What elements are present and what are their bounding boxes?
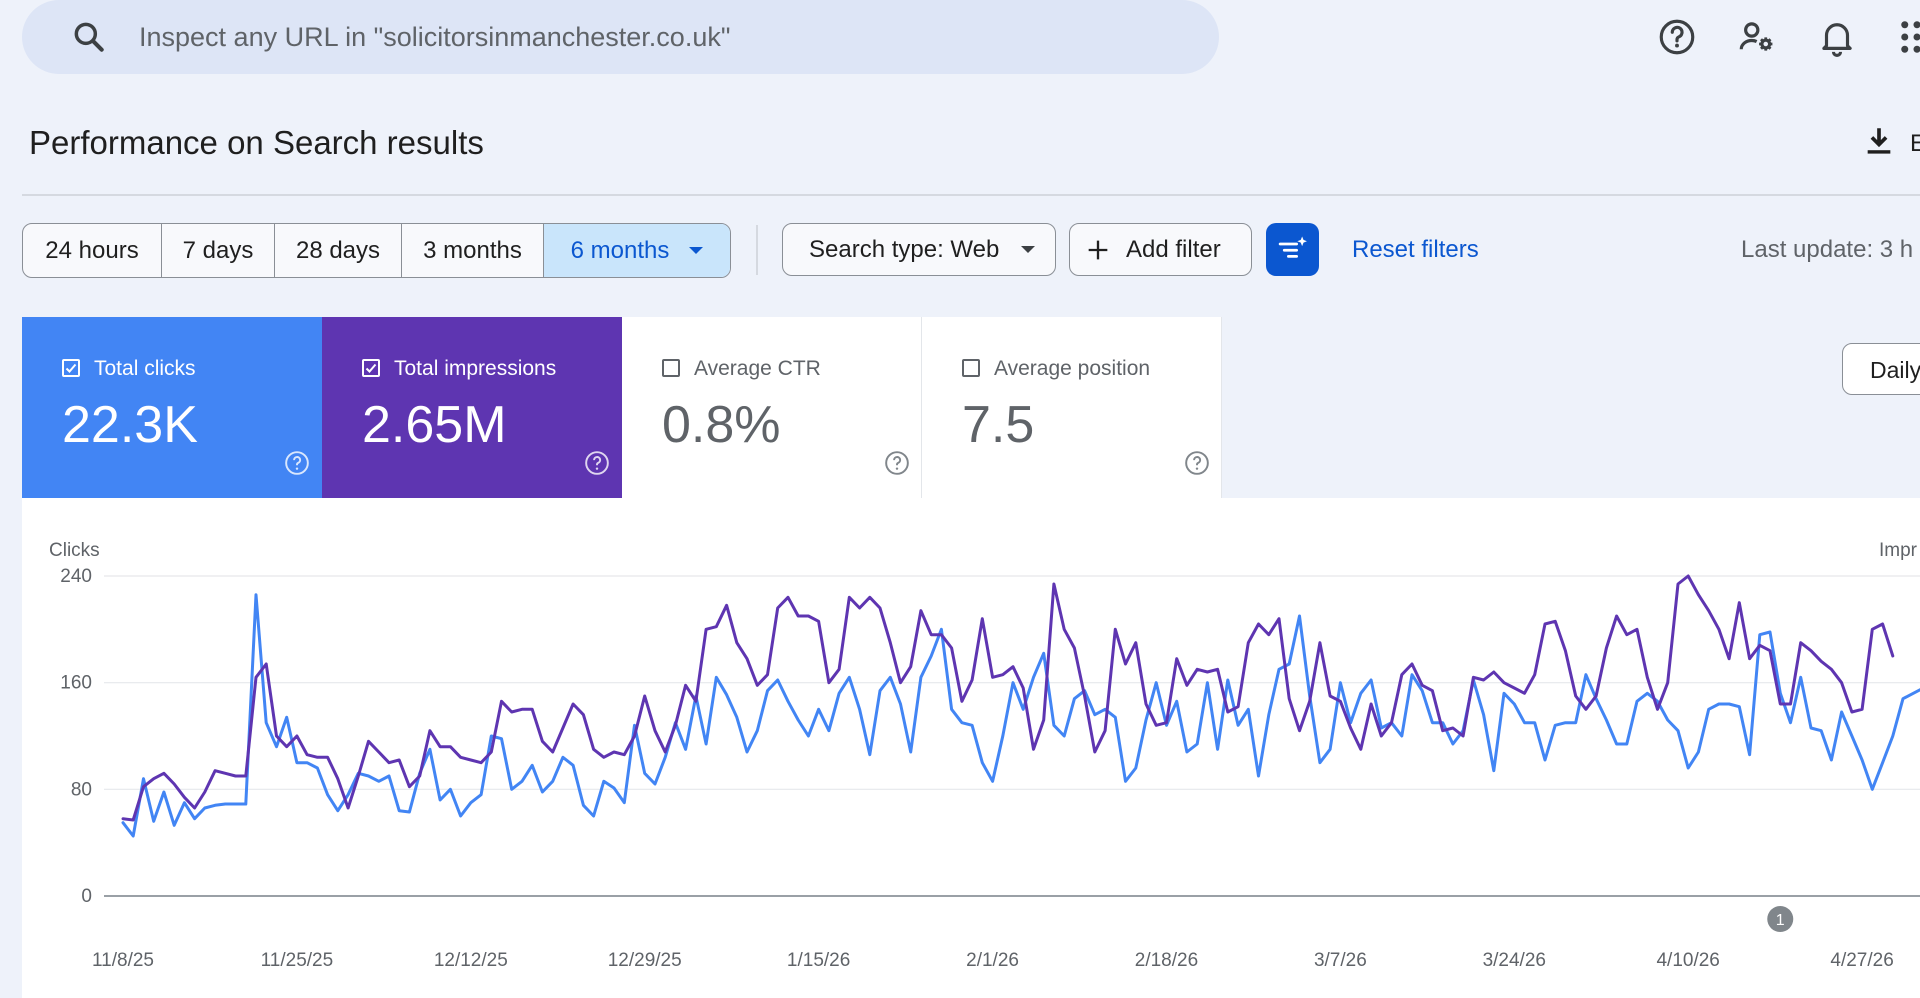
plus-icon [1088,240,1108,259]
y-tick-label: 160 [60,673,92,694]
metric-card-total-clicks[interactable]: Total clicks 22.3K [22,317,322,498]
date-range-label: 7 days [182,236,254,264]
metric-value: 0.8% [662,396,781,454]
y-tick-label: 0 [81,886,92,907]
search-type-label: Search type: Web [809,235,1000,263]
series-line-clicks [121,593,1920,838]
date-range-24-hours[interactable]: 24 hours [23,224,162,277]
date-range-label: 6 months [570,236,670,264]
date-range-28-days[interactable]: 28 days [275,224,402,277]
date-range-label: 3 months [423,236,522,264]
search-type-filter[interactable]: Search type: Web [782,223,1056,276]
checkbox-checked-icon[interactable] [62,359,80,377]
url-inspection-search-bar[interactable] [22,0,1219,74]
download-icon [1867,128,1891,154]
x-tick-label: 2/18/26 [1135,950,1198,971]
metric-card-average-position[interactable]: Average position 7.5 [922,317,1222,498]
notifications-icon[interactable] [1816,16,1858,58]
page-title: Performance on Search results [29,124,484,161]
granularity-label: Daily [1870,357,1920,383]
x-tick-label: 2/1/26 [966,950,1019,971]
url-inspection-input[interactable] [137,14,1201,60]
search-icon [70,18,108,56]
filter-separator [756,225,758,275]
help-icon[interactable] [884,450,910,476]
granularity-selector[interactable]: Daily [1842,343,1920,395]
export-label: E [1910,130,1920,157]
chevron-down-icon [689,247,704,254]
performance-chart-panel: Clicks Impr 0 80 160 240 11/8/25 11/25/25 12/… [22,498,1920,998]
metric-label: Total impressions [394,357,557,380]
x-tick-label: 4/10/26 [1656,950,1719,971]
metric-value: 22.3K [62,396,198,454]
metric-value: 7.5 [962,396,1035,454]
metric-card-total-impressions[interactable]: Total impressions 2.65M [322,317,622,498]
date-range-selector: 24 hours 7 days 28 days 3 months 6 month… [22,223,731,278]
date-range-3-months[interactable]: 3 months [402,224,544,277]
metric-label: Average CTR [694,357,821,380]
help-icon[interactable] [284,450,310,476]
apps-grid-icon[interactable] [1896,16,1920,58]
chevron-down-icon [1021,246,1036,253]
metric-label: Average position [994,357,1151,380]
filter-sparkle-icon [1278,236,1307,258]
left-axis-label: Clicks [49,540,100,561]
help-icon[interactable] [584,450,610,476]
help-icon[interactable] [1184,450,1210,476]
series-line-impressions [121,574,1895,822]
x-tick-label: 3/7/26 [1314,950,1367,971]
metric-value: 2.65M [362,396,507,454]
date-range-label: 24 hours [45,236,139,264]
last-update-text: Last update: 3 h [1741,236,1914,263]
manage-users-icon[interactable] [1736,16,1778,58]
metric-label: Total clicks [94,357,196,380]
annotation-label: 1 [1776,912,1785,929]
x-tick-label: 3/24/26 [1483,950,1546,971]
add-filter-label: Add filter [1126,235,1221,263]
date-range-6-months[interactable]: 6 months [544,224,730,277]
x-tick-label: 4/27/26 [1830,950,1893,971]
checkbox-unchecked-icon[interactable] [962,359,980,377]
x-tick-label: 12/29/25 [608,950,682,971]
checkbox-unchecked-icon[interactable] [662,359,680,377]
right-axis-label: Impr [1879,540,1918,561]
x-tick-label: 11/8/25 [92,950,154,971]
x-tick-label: 1/15/26 [787,950,850,971]
ai-filter-button[interactable] [1266,223,1319,276]
metric-card-average-ctr[interactable]: Average CTR 0.8% [622,317,922,498]
help-icon[interactable] [1656,16,1698,58]
add-filter-button[interactable]: Add filter [1069,223,1252,276]
date-range-label: 28 days [295,236,381,264]
chart-annotation-marker[interactable]: 1 [1767,906,1794,932]
y-tick-label: 80 [71,779,92,800]
export-button[interactable]: E [1857,122,1920,164]
x-tick-label: 11/25/25 [261,950,334,971]
checkbox-checked-icon[interactable] [362,359,380,377]
header-divider [22,194,1920,196]
x-tick-label: 12/12/25 [434,950,508,971]
date-range-7-days[interactable]: 7 days [162,224,275,277]
y-tick-label: 240 [60,566,92,587]
reset-filters-link[interactable]: Reset filters [1352,236,1479,263]
